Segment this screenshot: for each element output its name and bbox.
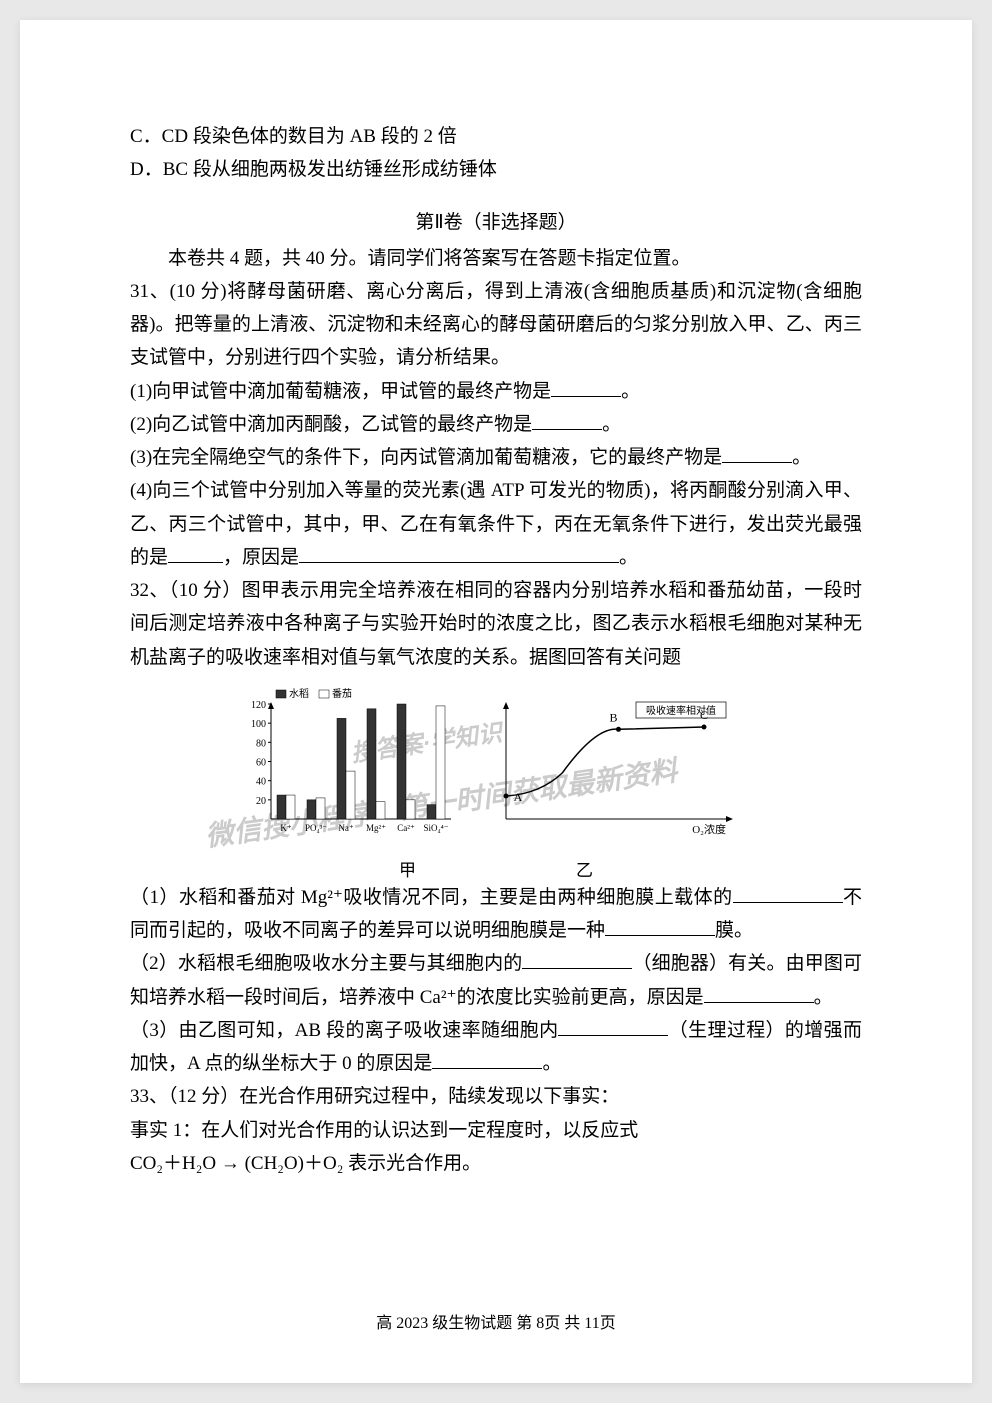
q33-equation: CO₂＋H₂O → (CH₂O)＋O₂ 表示光合作用。 xyxy=(130,1147,862,1180)
blank-31-4a[interactable] xyxy=(168,542,223,563)
chart-area: 搜答案·学知识 微信搜小程序 第一时间获取最新资料 20406080100120… xyxy=(130,684,862,881)
option-d: D．BC 段从细胞两极发出纺锤丝形成纺锤体 xyxy=(130,153,862,186)
svg-text:40: 40 xyxy=(256,776,266,787)
q32-p1: （1）水稻和番茄对 Mg²⁺吸收情况不同，主要是由两种细胞膜上载体的不同而引起的… xyxy=(130,881,862,948)
q32-p2: （2）水稻根毛细胞吸收水分主要与其细胞内的（细胞器）有关。由甲图可知培养水稻一段… xyxy=(130,947,862,1014)
svg-text:O₂浓度: O₂浓度 xyxy=(692,822,726,836)
q33-stem: 33、（12 分）在光合作用研究过程中，陆续发现以下事实： xyxy=(130,1080,862,1113)
svg-text:Na⁺: Na⁺ xyxy=(338,823,353,833)
blank-32-3a[interactable] xyxy=(558,1015,668,1036)
blank-32-2a[interactable] xyxy=(522,948,632,969)
q31-p3b: 。 xyxy=(792,447,811,468)
bar-chart: 20 40 60 80 100 120 水稻 番茄 K⁺ PO₄³⁻ Na⁺ Mg²⁺ Ca²⁺ SiO₄… xyxy=(231,684,461,844)
q31-stem: 31、(10 分)将酵母菌研磨、离心分离后，得到上清液(含细胞质基质)和沉淀物(… xyxy=(130,275,862,375)
svg-text:A: A xyxy=(514,790,523,804)
svg-text:Ca²⁺: Ca²⁺ xyxy=(397,823,415,833)
q31-p1a: (1)向甲试管中滴加葡萄糖液，甲试管的最终产物是 xyxy=(130,381,551,402)
q31-p2a: (2)向乙试管中滴加丙酮酸，乙试管的最终产物是 xyxy=(130,414,532,435)
section-2-intro: 本卷共 4 题，共 40 分。请同学们将答案写在答题卡指定位置。 xyxy=(130,242,862,275)
q31-p3: (3)在完全隔绝空气的条件下，向丙试管滴加葡萄糖液，它的最终产物是 。 xyxy=(130,441,862,474)
svg-text:水稻: 水稻 xyxy=(289,688,309,700)
blank-32-3b[interactable] xyxy=(432,1048,542,1069)
svg-text:120: 120 xyxy=(251,700,266,711)
q32-p2c: 。 xyxy=(814,987,833,1008)
q31-p3a: (3)在完全隔绝空气的条件下，向丙试管滴加葡萄糖液，它的最终产物是 xyxy=(130,447,722,468)
exam-page: C．CD 段染色体的数目为 AB 段的 2 倍 D．BC 段从细胞两极发出纺锤丝… xyxy=(20,20,972,1383)
blank-31-3[interactable] xyxy=(722,442,792,463)
q32-p1a: （1）水稻和番茄对 Mg²⁺吸收情况不同，主要是由两种细胞膜上载体的 xyxy=(130,887,733,908)
svg-text:SiO₄⁴⁻: SiO₄⁴⁻ xyxy=(423,823,448,833)
svg-text:80: 80 xyxy=(256,738,266,749)
q31-p2b: 。 xyxy=(602,414,621,435)
q31-p4b: ，原因是 xyxy=(223,547,299,568)
svg-text:60: 60 xyxy=(256,757,266,768)
svg-text:C: C xyxy=(700,708,708,722)
curve-chart: 吸收速率相对值O₂浓度ABC xyxy=(481,684,761,844)
q31-p1: (1)向甲试管中滴加葡萄糖液，甲试管的最终产物是 。 xyxy=(130,375,862,408)
svg-text:番茄: 番茄 xyxy=(332,687,352,700)
q31-p2: (2)向乙试管中滴加丙酮酸，乙试管的最终产物是 。 xyxy=(130,408,862,441)
blank-31-4b[interactable] xyxy=(299,542,619,563)
q32-p2a: （2）水稻根毛细胞吸收水分主要与其细胞内的 xyxy=(130,953,522,974)
q32-p3a: （3）由乙图可知，AB 段的离子吸收速率随细胞内 xyxy=(130,1020,558,1041)
q32-p3: （3）由乙图可知，AB 段的离子吸收速率随细胞内（生理过程）的增强而加快，A 点… xyxy=(130,1014,862,1081)
svg-text:K⁺: K⁺ xyxy=(280,823,291,833)
svg-text:100: 100 xyxy=(251,719,266,730)
page-footer: 高 2023 级生物试题 第 8页 共 11页 xyxy=(20,1309,972,1333)
q32-p1c: 膜。 xyxy=(715,920,753,941)
chart-label-jia: 甲 xyxy=(399,856,416,881)
option-c: C．CD 段染色体的数目为 AB 段的 2 倍 xyxy=(130,120,862,153)
blank-31-2[interactable] xyxy=(532,409,602,430)
svg-text:20: 20 xyxy=(256,796,266,807)
svg-text:B: B xyxy=(609,710,617,724)
blank-31-1[interactable] xyxy=(551,376,621,397)
q31-p4c: 。 xyxy=(619,547,638,568)
q31-p4: (4)向三个试管中分别加入等量的荧光素(遇 ATP 可发光的物质)，将丙酮酸分别… xyxy=(130,474,862,574)
q31-p1b: 。 xyxy=(621,381,640,402)
svg-text:Mg²⁺: Mg²⁺ xyxy=(366,823,386,833)
q32-p3c: 。 xyxy=(542,1053,561,1074)
chart-label-yi: 乙 xyxy=(576,856,593,881)
blank-32-1a[interactable] xyxy=(733,882,843,903)
q32-stem: 32、（10 分）图甲表示用完全培养液在相同的容器内分别培养水稻和番茄幼苗，一段… xyxy=(130,574,862,674)
q33-fact1: 事实 1：在人们对光合作用的认识达到一定程度时，以反应式 xyxy=(130,1114,862,1147)
svg-text:PO₄³⁻: PO₄³⁻ xyxy=(305,823,327,833)
blank-32-2b[interactable] xyxy=(704,982,814,1003)
chart-labels-row: 甲 乙 xyxy=(130,854,862,881)
section-2-title: 第Ⅱ卷（非选择题） xyxy=(130,207,862,234)
blank-32-1b[interactable] xyxy=(605,915,715,936)
